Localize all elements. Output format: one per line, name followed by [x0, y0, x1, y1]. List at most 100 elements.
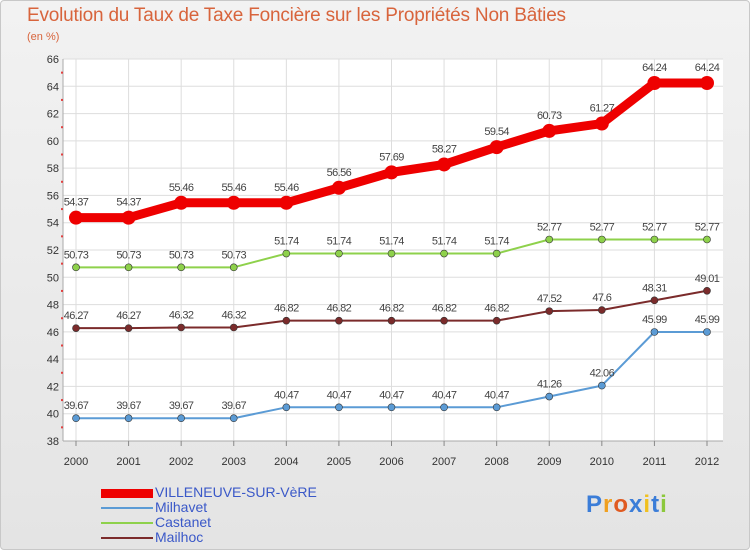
- data-point: [703, 286, 711, 295]
- data-label: 55.46: [274, 182, 299, 194]
- line-chart: 38 40 42 44 46 48 50 52 54 56 58 60 62 64 66 2000 2001 20…: [47, 54, 723, 468]
- y-minor-tick: [61, 71, 63, 74]
- y-minor-tick: [61, 98, 63, 101]
- data-label: 64.24: [695, 62, 720, 74]
- legend-swatch: [101, 488, 153, 498]
- y-minor-tick: [61, 344, 63, 347]
- y-tick-label: 46: [47, 327, 59, 339]
- y-tick-label: 42: [47, 381, 59, 393]
- y-tick-label: 52: [47, 245, 59, 257]
- data-point: [650, 235, 659, 244]
- data-label: 47.6: [592, 292, 611, 304]
- x-tick-label: 2006: [379, 456, 403, 468]
- data-label: 55.46: [221, 182, 246, 194]
- data-point: [69, 210, 83, 225]
- data-label: 51.74: [379, 236, 404, 248]
- y-tick-label: 60: [47, 136, 59, 148]
- data-point: [492, 403, 501, 412]
- y-tick-label: 50: [47, 272, 59, 284]
- data-point: [542, 123, 557, 138]
- data-point: [174, 195, 189, 210]
- data-label: 46.82: [327, 303, 352, 315]
- data-point: [72, 324, 80, 332]
- data-label: 52.77: [695, 221, 720, 233]
- y-minor-tick: [61, 262, 63, 265]
- data-point: [387, 316, 396, 325]
- x-tick-label: 2009: [537, 456, 561, 468]
- data-label: 40.47: [274, 389, 299, 401]
- logo-letter: i: [660, 491, 668, 518]
- data-label: 49.01: [695, 273, 720, 285]
- y-tick-label: 56: [47, 190, 59, 202]
- data-point: [598, 306, 606, 314]
- data-label: 42.06: [590, 368, 615, 380]
- data-point: [279, 195, 294, 210]
- data-label: 40.47: [379, 389, 404, 401]
- y-minor-tick: [61, 126, 63, 129]
- data-point: [545, 307, 554, 315]
- data-point: [598, 381, 606, 390]
- data-label: 39.67: [169, 400, 194, 412]
- data-label: 51.74: [432, 236, 457, 248]
- data-label: 58.27: [432, 143, 457, 155]
- data-label: 45.99: [642, 314, 667, 326]
- data-label: 40.47: [327, 389, 352, 401]
- data-label: 46.32: [169, 309, 194, 321]
- legend-label: Castanet: [155, 514, 212, 530]
- data-label: 52.77: [642, 221, 667, 233]
- data-point: [440, 316, 448, 325]
- logo-letter: t: [651, 491, 661, 518]
- y-tick-label: 64: [47, 81, 59, 93]
- x-tick-label: 2008: [484, 456, 508, 468]
- data-point: [229, 414, 238, 423]
- y-tick-label: 48: [47, 300, 59, 312]
- data-point: [545, 235, 554, 244]
- y-minor-tick: [61, 235, 63, 238]
- data-point: [647, 76, 662, 91]
- data-label: 56.56: [327, 167, 352, 179]
- data-label: 54.37: [116, 197, 141, 209]
- data-label: 46.82: [432, 303, 457, 315]
- data-point: [177, 323, 185, 332]
- data-point: [489, 140, 504, 155]
- x-tick-label: 2002: [169, 456, 193, 468]
- data-point: [124, 414, 133, 423]
- y-minor-tick: [61, 180, 63, 183]
- data-label: 46.27: [116, 310, 141, 322]
- chart-title: Evolution du Taux de Taxe Foncière sur l…: [27, 5, 566, 26]
- legend-item: Mailhoc: [101, 530, 317, 545]
- data-label: 52.77: [537, 221, 562, 233]
- data-point: [440, 249, 448, 258]
- data-point: [335, 316, 343, 325]
- y-minor-tick: [61, 208, 63, 211]
- x-tick-label: 2012: [695, 456, 719, 468]
- logo-letter: o: [613, 491, 630, 518]
- y-tick-label: 66: [47, 54, 59, 66]
- y-tick-label: 44: [47, 354, 59, 366]
- y-minor-tick: [61, 317, 63, 320]
- data-point: [229, 323, 238, 332]
- data-label: 40.47: [484, 389, 509, 401]
- data-point: [282, 249, 291, 258]
- data-point: [387, 403, 396, 412]
- data-label: 50.73: [116, 249, 141, 261]
- data-point: [124, 324, 133, 332]
- data-point: [594, 116, 609, 131]
- data-point: [124, 263, 133, 272]
- data-point: [121, 210, 136, 225]
- legend-item: Castanet: [101, 515, 317, 530]
- data-label: 50.73: [169, 249, 194, 261]
- data-label: 46.82: [274, 303, 299, 315]
- brand-logo: Proxiti: [586, 491, 668, 519]
- data-label: 50.73: [64, 249, 89, 261]
- data-point: [650, 296, 659, 305]
- y-minor-tick: [61, 399, 63, 402]
- y-minor-tick: [61, 371, 63, 374]
- data-point: [282, 403, 291, 412]
- legend-label: Milhavet: [155, 499, 208, 515]
- data-label: 64.24: [642, 62, 667, 74]
- data-point: [598, 235, 606, 244]
- x-tick-label: 2001: [116, 456, 140, 468]
- data-point: [650, 328, 659, 336]
